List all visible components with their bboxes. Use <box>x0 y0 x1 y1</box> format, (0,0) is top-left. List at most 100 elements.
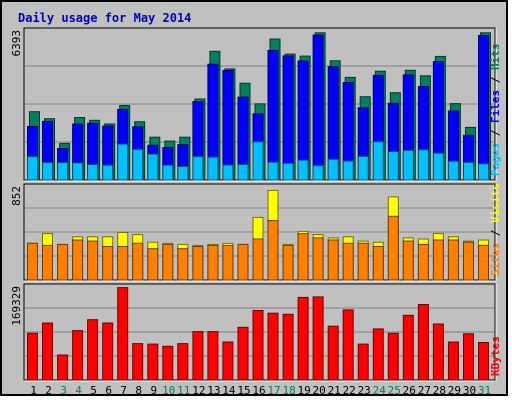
x-tick-label-day-14: 14 <box>222 384 236 397</box>
bar-sites-day-23 <box>357 242 369 281</box>
bar-sites-day-2 <box>42 244 53 281</box>
bar-pages-day-20 <box>312 165 324 181</box>
bar-pages-day-27 <box>417 149 429 181</box>
x-tick-label-day-30: 30 <box>463 384 476 397</box>
bar-kbytes-day-12 <box>192 331 204 381</box>
bar-kbytes-day-15 <box>237 326 249 381</box>
legend-separator: / <box>489 223 502 243</box>
bar-kbytes-day-8 <box>132 343 144 381</box>
bar-kbytes-day-25 <box>387 332 399 381</box>
bar-kbytes-day-10 <box>162 345 174 381</box>
x-tick-label-day-28: 28 <box>433 384 446 397</box>
bar-pages-day-19 <box>297 159 309 181</box>
bar-kbytes-day-2 <box>42 322 53 381</box>
legend-separator: / <box>489 70 502 90</box>
bar-sites-day-28 <box>432 239 444 281</box>
x-tick-label-day-27: 27 <box>418 384 431 397</box>
bar-kbytes-day-11 <box>177 343 189 381</box>
bar-files-day-31 <box>478 35 489 181</box>
bar-pages-day-10 <box>162 164 174 181</box>
bar-sites-day-30 <box>463 241 474 281</box>
legend-hits: Hits <box>489 44 502 71</box>
x-tick-label-day-13: 13 <box>207 384 220 397</box>
bar-sites-day-17 <box>267 220 279 281</box>
legend-kbytes: KBytes <box>489 336 502 376</box>
bar-pages-day-29 <box>447 160 459 181</box>
legend-visits: Visits <box>489 183 502 223</box>
bar-pages-day-4 <box>72 162 84 181</box>
bar-kbytes-day-16 <box>252 310 264 381</box>
bar-sites-day-3 <box>57 243 69 281</box>
bar-pages-day-26 <box>402 149 414 181</box>
bar-kbytes-day-24 <box>372 328 384 381</box>
bar-pages-day-18 <box>282 162 294 181</box>
bar-kbytes-day-3 <box>57 354 69 381</box>
bar-pages-day-5 <box>87 164 99 181</box>
bar-pages-day-21 <box>327 158 339 181</box>
side-legend-kbytes: KBytes <box>489 336 502 376</box>
x-tick-label-day-19: 19 <box>297 384 310 397</box>
bar-kbytes-day-22 <box>342 309 354 381</box>
bar-sites-day-6 <box>102 246 114 281</box>
bar-sites-day-8 <box>132 242 144 281</box>
x-tick-label-day-5: 5 <box>90 384 97 397</box>
bar-kbytes-day-5 <box>87 319 99 381</box>
bar-sites-day-29 <box>447 239 459 281</box>
x-tick-label-day-23: 23 <box>358 384 371 397</box>
x-tick-label-day-25: 25 <box>388 384 401 397</box>
bar-pages-day-1 <box>27 156 38 181</box>
bar-kbytes-day-27 <box>417 304 429 381</box>
bar-kbytes-day-31 <box>478 342 489 381</box>
bar-kbytes-day-21 <box>327 325 339 381</box>
bar-sites-day-21 <box>327 239 339 281</box>
bar-kbytes-day-28 <box>432 323 444 381</box>
y-max-label-hits_files_pages: 6393 <box>10 30 23 57</box>
side-legend-visits_sites: Sites / Visits <box>489 183 502 276</box>
bar-pages-day-14 <box>222 164 234 181</box>
bar-pages-day-9 <box>147 153 159 181</box>
legend-pages: Pages <box>489 143 502 176</box>
bar-kbytes-day-17 <box>267 312 279 381</box>
bar-sites-day-26 <box>402 240 414 281</box>
x-tick-label-day-17: 17 <box>267 384 280 397</box>
bar-pages-day-16 <box>252 141 264 181</box>
y-max-label-visits_sites: 852 <box>10 186 23 206</box>
bar-kbytes-day-19 <box>297 296 309 381</box>
bar-pages-day-6 <box>102 164 114 181</box>
bar-pages-day-11 <box>177 166 189 181</box>
bar-sites-day-22 <box>342 242 354 281</box>
x-tick-label-day-21: 21 <box>328 384 341 397</box>
bar-sites-day-9 <box>147 248 159 281</box>
bar-pages-day-17 <box>267 161 279 181</box>
bar-sites-day-5 <box>87 240 99 281</box>
bar-sites-day-18 <box>282 244 294 281</box>
bar-sites-day-13 <box>207 244 219 281</box>
bar-sites-day-31 <box>478 244 489 281</box>
bar-sites-day-12 <box>192 246 204 281</box>
bar-sites-day-24 <box>372 246 384 281</box>
bar-kbytes-day-9 <box>147 343 159 381</box>
bar-kbytes-day-20 <box>312 296 324 381</box>
bar-pages-day-28 <box>432 152 444 181</box>
bar-kbytes-day-30 <box>463 333 474 381</box>
bar-sites-day-16 <box>252 238 264 281</box>
bar-pages-day-7 <box>117 143 129 181</box>
bar-sites-day-11 <box>177 248 189 281</box>
legend-files: Files <box>489 90 502 123</box>
bar-pages-day-31 <box>478 163 489 181</box>
bar-sites-day-4 <box>72 239 84 281</box>
x-tick-label-day-8: 8 <box>135 384 142 397</box>
bar-files-day-18 <box>282 55 294 181</box>
bar-kbytes-day-14 <box>222 341 234 381</box>
bar-pages-day-2 <box>42 162 53 181</box>
bar-sites-day-15 <box>237 243 249 281</box>
bar-kbytes-day-18 <box>282 313 294 381</box>
bar-files-day-14 <box>222 70 234 181</box>
bar-files-day-20 <box>312 34 324 181</box>
bar-kbytes-day-4 <box>72 330 84 381</box>
bar-pages-day-22 <box>342 160 354 181</box>
bar-kbytes-day-13 <box>207 331 219 381</box>
x-tick-label-day-7: 7 <box>120 384 127 397</box>
x-tick-label-day-9: 9 <box>150 384 157 397</box>
